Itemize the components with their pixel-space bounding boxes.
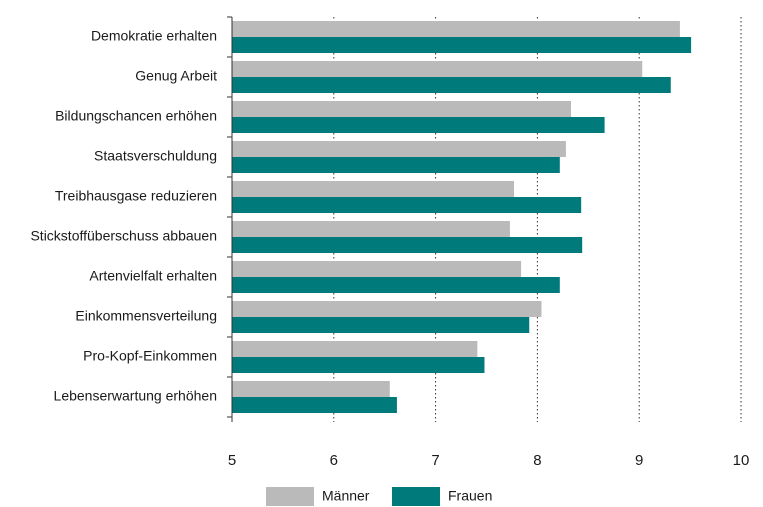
- category-label-7: Einkommensverteilung: [75, 308, 217, 324]
- bar-frauen-0: [232, 37, 692, 53]
- bar-frauen-3: [232, 157, 560, 173]
- category-label-4: Treibhausgase reduzieren: [55, 188, 217, 204]
- bar-maenner-0: [232, 21, 680, 37]
- x-tick-label-6: 6: [330, 452, 338, 469]
- category-label-0: Demokratie erhalten: [91, 28, 217, 44]
- x-tick-label-8: 8: [533, 452, 541, 469]
- bar-maenner-8: [232, 341, 478, 357]
- legend-label-maenner: Männer: [322, 488, 370, 504]
- category-label-1: Genug Arbeit: [135, 68, 217, 84]
- bar-frauen-9: [232, 397, 397, 413]
- x-tick-label-9: 9: [635, 452, 643, 469]
- bar-frauen-8: [232, 357, 485, 373]
- bar-maenner-3: [232, 141, 566, 157]
- category-label-5: Stickstoffüberschuss abbauen: [30, 228, 217, 244]
- x-tick-labels: 5 6 7 8 9 10: [228, 452, 750, 469]
- x-tick-label-7: 7: [431, 452, 439, 469]
- legend-swatch-maenner: [266, 487, 314, 506]
- x-tick-label-5: 5: [228, 452, 236, 469]
- bar-maenner-4: [232, 181, 514, 197]
- bar-frauen-5: [232, 237, 583, 253]
- bar-frauen-2: [232, 117, 605, 133]
- bar-maenner-2: [232, 101, 571, 117]
- category-label-9: Lebenserwartung erhöhen: [54, 388, 217, 404]
- x-tick-label-10: 10: [733, 452, 750, 469]
- bar-maenner-6: [232, 261, 522, 277]
- bar-frauen-4: [232, 197, 582, 213]
- bars: [232, 21, 692, 413]
- category-label-8: Pro-Kopf-Einkommen: [83, 348, 217, 364]
- axes: [227, 16, 233, 422]
- bar-frauen-1: [232, 77, 671, 93]
- bar-maenner-1: [232, 61, 643, 77]
- bar-maenner-7: [232, 301, 542, 317]
- legend-label-frauen: Frauen: [448, 488, 492, 504]
- bar-frauen-6: [232, 277, 560, 293]
- category-label-2: Bildungschancen erhöhen: [55, 108, 217, 124]
- category-labels: Demokratie erhalten Genug Arbeit Bildungsc…: [30, 28, 217, 404]
- legend: Männer Frauen: [266, 487, 492, 506]
- category-label-6: Artenvielfalt erhalten: [89, 268, 217, 284]
- category-label-3: Staatsverschuldung: [94, 148, 217, 164]
- bar-maenner-5: [232, 221, 510, 237]
- bar-maenner-9: [232, 381, 390, 397]
- bar-frauen-7: [232, 317, 530, 333]
- legend-swatch-frauen: [392, 487, 440, 506]
